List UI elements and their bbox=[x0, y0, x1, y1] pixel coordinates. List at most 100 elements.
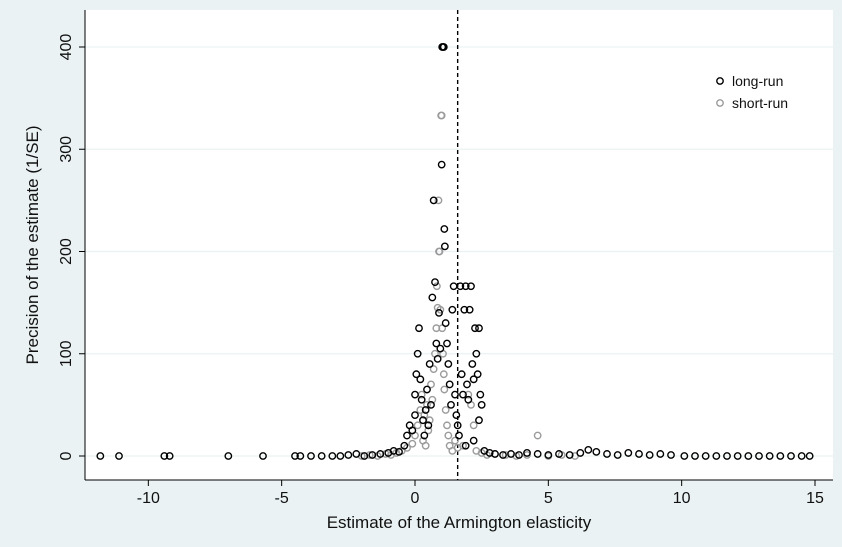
long-run-point bbox=[491, 450, 499, 458]
short-run-point bbox=[459, 441, 467, 450]
long-run-point bbox=[435, 308, 443, 317]
long-run-point bbox=[776, 452, 785, 460]
long-run-point bbox=[403, 431, 411, 440]
long-run-point bbox=[352, 450, 361, 458]
y-tick-label: 0 bbox=[58, 451, 75, 460]
long-run-point bbox=[432, 339, 441, 348]
short-run-point bbox=[441, 406, 450, 414]
long-run-point bbox=[723, 452, 731, 460]
long-run-point bbox=[437, 160, 446, 169]
long-run-point bbox=[603, 450, 611, 458]
long-run-point bbox=[416, 375, 425, 384]
long-run-point bbox=[436, 344, 445, 353]
long-run-point bbox=[413, 349, 422, 358]
long-run-point bbox=[411, 390, 419, 399]
short-run-point bbox=[469, 421, 478, 430]
short-run-point bbox=[429, 365, 438, 373]
long-run-point bbox=[291, 452, 299, 460]
long-run-point bbox=[328, 452, 337, 460]
long-run-point bbox=[455, 431, 463, 440]
long-run-point bbox=[428, 293, 437, 302]
long-run-point bbox=[744, 452, 753, 460]
long-run-point bbox=[344, 451, 353, 459]
long-run-point bbox=[453, 421, 462, 430]
long-run-point bbox=[443, 339, 451, 348]
long-run-point bbox=[755, 452, 763, 460]
long-run-point bbox=[376, 450, 385, 458]
long-run-point bbox=[499, 451, 507, 459]
long-run-point bbox=[423, 385, 431, 394]
long-run-point bbox=[467, 282, 475, 291]
long-run-point bbox=[656, 450, 665, 458]
short-run-point bbox=[427, 380, 435, 389]
x-tick-label: -5 bbox=[275, 490, 289, 507]
short-run-point bbox=[438, 324, 447, 333]
long-run-point bbox=[96, 452, 105, 460]
long-run-point bbox=[425, 360, 434, 368]
x-tick-label: 0 bbox=[411, 490, 420, 507]
long-run-point bbox=[691, 452, 699, 460]
long-run-point bbox=[544, 451, 553, 459]
short-run-point bbox=[434, 196, 443, 205]
long-run-point bbox=[680, 452, 689, 460]
short-run-point bbox=[437, 111, 446, 120]
long-run-point bbox=[701, 452, 710, 460]
long-run-point bbox=[296, 452, 305, 460]
short-run-point bbox=[416, 406, 425, 414]
short-run-point bbox=[444, 431, 453, 440]
long-run-point bbox=[368, 451, 377, 459]
long-run-point bbox=[635, 450, 643, 458]
long-run-point bbox=[465, 305, 474, 314]
long-run-point bbox=[440, 242, 449, 251]
long-run-point bbox=[468, 360, 477, 368]
long-run-point bbox=[408, 426, 417, 435]
y-tick-label: 400 bbox=[58, 34, 75, 61]
long-run-point bbox=[515, 451, 523, 459]
long-run-point bbox=[427, 400, 435, 409]
long-run-point bbox=[424, 421, 433, 430]
long-run-point bbox=[584, 445, 593, 454]
long-run-point bbox=[417, 395, 426, 404]
long-run-point bbox=[447, 400, 455, 409]
long-run-point bbox=[787, 452, 795, 460]
short-run-point bbox=[451, 436, 459, 445]
long-run-point bbox=[444, 360, 453, 368]
short-run-point bbox=[365, 451, 374, 459]
long-run-point bbox=[224, 452, 233, 460]
long-run-point bbox=[712, 452, 721, 460]
x-tick-label: -10 bbox=[137, 490, 160, 507]
short-run-point bbox=[533, 431, 542, 440]
legend-label-short-run: short-run bbox=[732, 95, 788, 111]
long-run-point bbox=[451, 390, 459, 399]
short-run-point bbox=[464, 390, 473, 399]
long-run-point bbox=[592, 448, 601, 456]
long-run-point bbox=[797, 452, 806, 460]
long-run-point bbox=[165, 452, 174, 460]
short-run-point bbox=[432, 282, 441, 291]
short-run-point bbox=[440, 385, 449, 394]
long-run-point bbox=[464, 395, 473, 404]
long-run-point bbox=[624, 449, 633, 457]
long-run-point bbox=[452, 411, 461, 419]
long-run-point bbox=[469, 436, 478, 445]
short-run-point bbox=[501, 451, 510, 459]
legend-label-long-run: long-run bbox=[732, 73, 783, 89]
long-run-point bbox=[533, 450, 542, 458]
long-run-point bbox=[476, 390, 485, 399]
long-run-point bbox=[645, 451, 654, 459]
long-run-point bbox=[523, 449, 531, 457]
axes: 0 100 200 300 400 -10 -5 0 5 10 15 bbox=[58, 10, 833, 507]
long-run-point bbox=[411, 411, 419, 419]
long-run-point bbox=[461, 441, 470, 450]
long-run-point bbox=[336, 452, 345, 460]
long-run-point bbox=[507, 450, 515, 458]
short-run-point bbox=[408, 439, 417, 448]
long-run-point bbox=[460, 305, 469, 314]
long-run-point bbox=[440, 225, 449, 233]
short-run-point bbox=[443, 421, 451, 430]
points-layer bbox=[96, 43, 814, 460]
long-run-point bbox=[448, 305, 457, 314]
long-run-point bbox=[733, 452, 742, 460]
